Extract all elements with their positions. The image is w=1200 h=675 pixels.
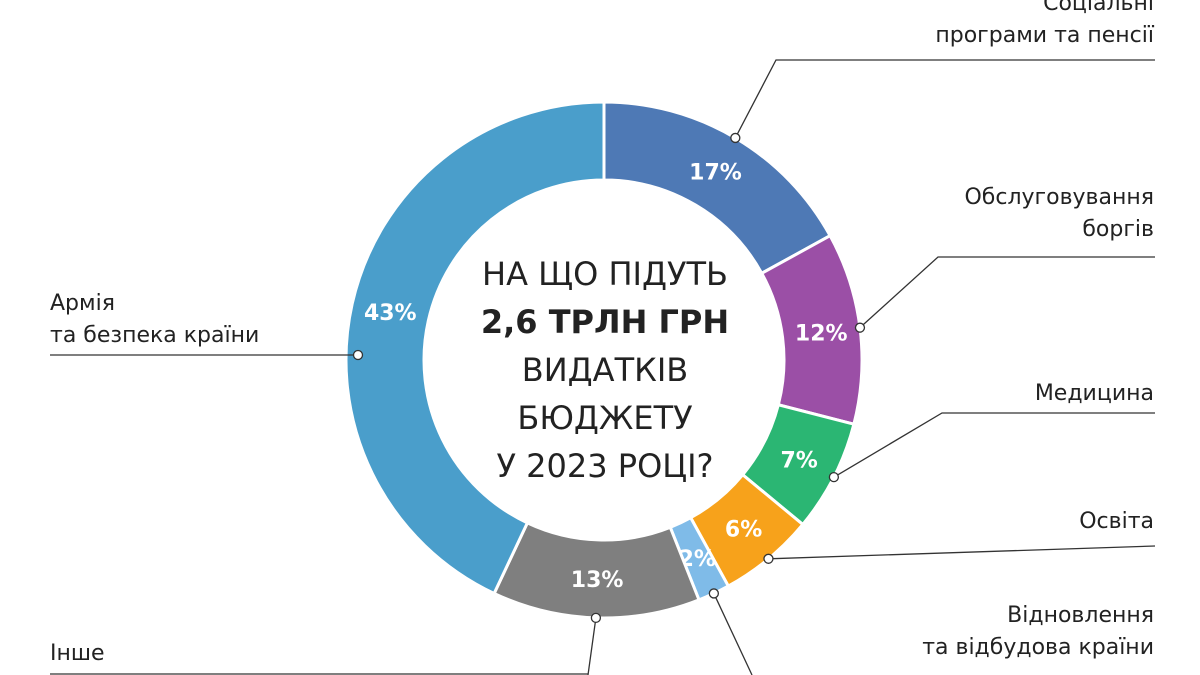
pct-label-1: 12% [795, 322, 848, 347]
leader-line-0 [734, 59, 1155, 139]
pct-label-0: 17% [689, 160, 742, 185]
leader-line-3 [768, 545, 1156, 560]
leader-line-4 [713, 593, 753, 675]
center-line-4: БЮДЖЕТУ [517, 399, 693, 437]
center-caption: НА ЩО ПІДУТЬ 2,6 ТРЛН ГРН ВИДАТКІВ БЮДЖЕ… [430, 250, 780, 490]
label-education: Освіта [1079, 509, 1154, 534]
leader-line-1 [859, 256, 1155, 329]
leader-dot-3 [763, 553, 774, 564]
pct-label-6: 43% [364, 301, 417, 326]
leader-line-5 [587, 617, 597, 675]
leader-line-2 [833, 412, 1155, 478]
slice-0 [602, 100, 833, 276]
label-reconstruction: Відновлення та відбудова країни [922, 603, 1154, 660]
label-other: Інше [50, 641, 105, 666]
pct-label-3: 6% [725, 518, 762, 543]
leader-dot-5 [590, 612, 602, 624]
label-army: Армія та безпека країни [50, 291, 260, 348]
label-debt: Обслуговування боргів [964, 185, 1154, 242]
center-line-1: НА ЩО ПІДУТЬ [482, 255, 728, 293]
pct-label-2: 7% [780, 448, 817, 473]
slice-6 [344, 100, 606, 596]
leader-dot-6 [352, 349, 364, 361]
leader-dot-1 [854, 322, 866, 333]
center-line-3: ВИДАТКІВ [521, 351, 689, 389]
pct-label-5: 13% [571, 568, 624, 593]
leader-dot-2 [828, 471, 840, 483]
label-social: Соціальні програми та пенсії [935, 0, 1154, 48]
center-line-2: 2,6 ТРЛН ГРН [480, 303, 730, 341]
leader-dot-4 [708, 588, 720, 599]
center-line-5: У 2023 РОЦІ? [496, 447, 714, 485]
leader-dot-0 [730, 132, 741, 144]
label-medicine: Медицина [1034, 381, 1154, 406]
